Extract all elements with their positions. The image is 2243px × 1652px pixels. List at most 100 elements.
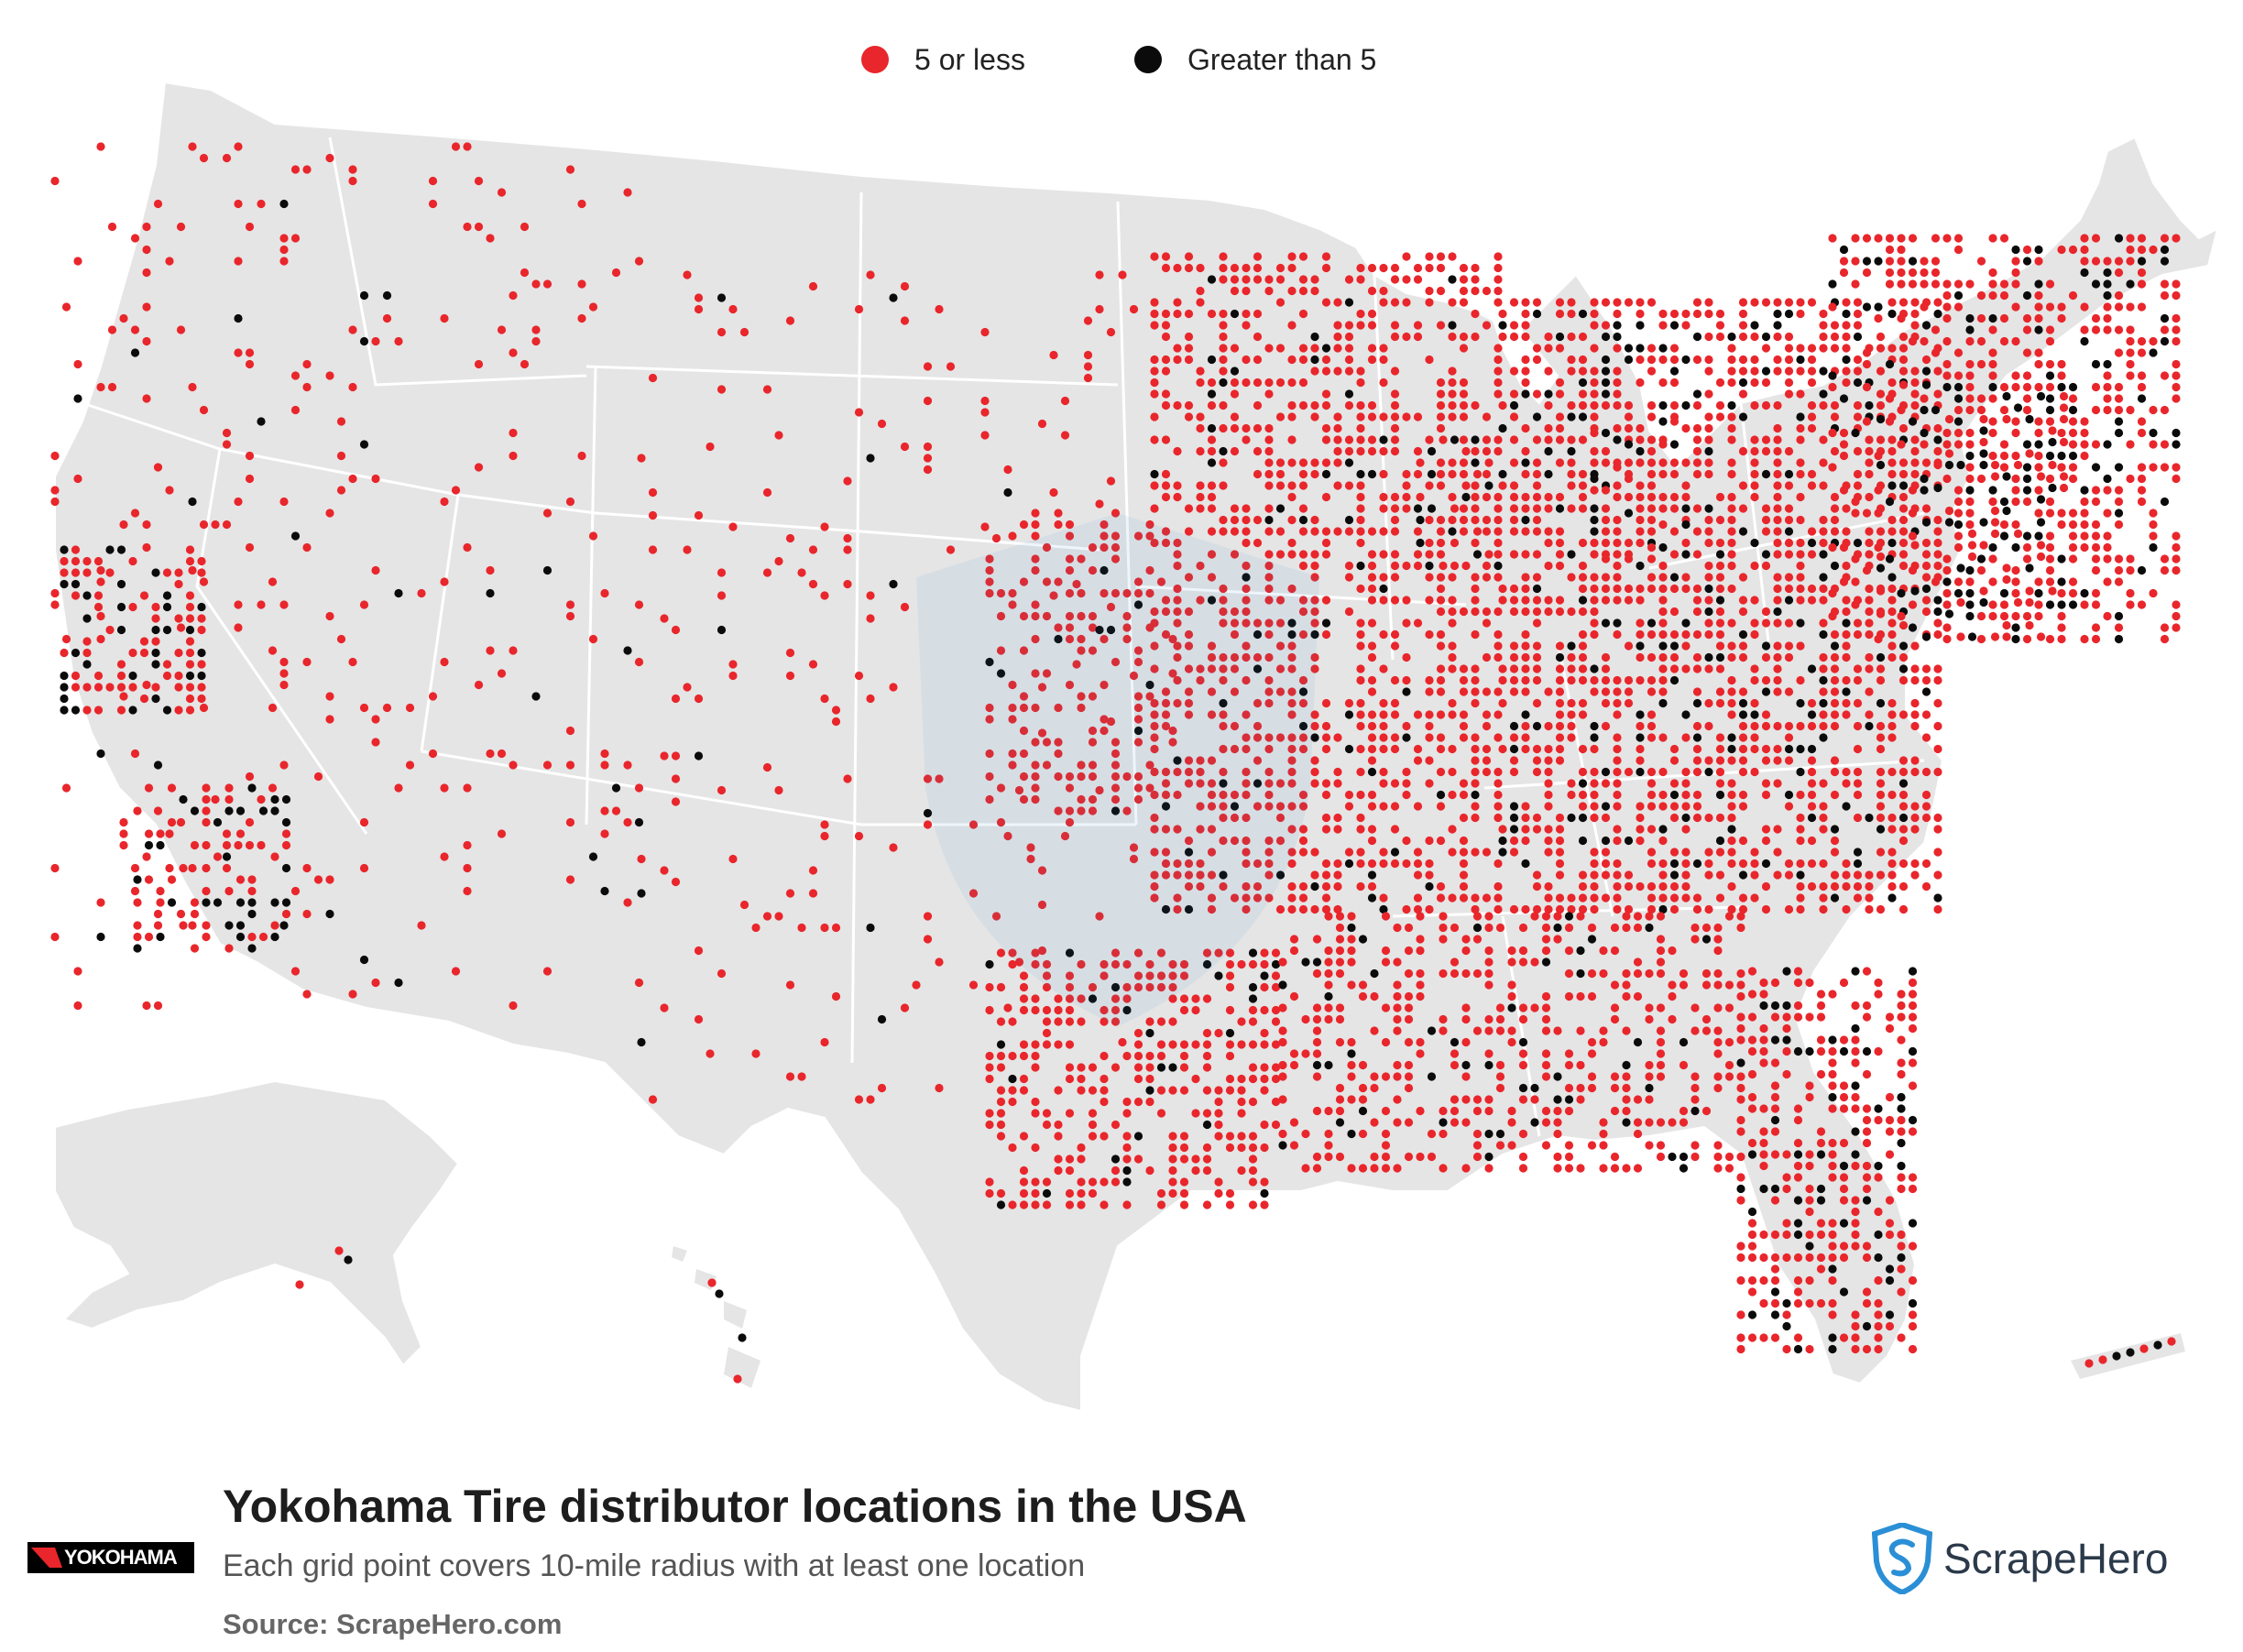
location-dot-low <box>1727 412 1736 421</box>
location-dot-low <box>1713 1083 1723 1093</box>
location-dot-low <box>1647 515 1657 525</box>
location-dot-low <box>1214 1188 1223 1198</box>
location-dot-low <box>1842 881 1851 892</box>
location-dot-low <box>2091 588 2101 598</box>
location-dot-low <box>1692 813 1702 823</box>
location-dot-low <box>1219 252 1228 261</box>
location-dot-low <box>1173 893 1182 903</box>
location-dot-low <box>1887 721 1897 731</box>
location-dot-high <box>2114 509 2124 518</box>
location-dot-low <box>1037 728 1047 738</box>
location-dot-low <box>2034 359 2043 369</box>
location-dot-low <box>1370 1083 1379 1093</box>
location-dot-low <box>1796 458 1805 467</box>
location-dot-low <box>1590 881 1599 892</box>
location-dot-low <box>1862 268 1872 278</box>
location-dot-low <box>1590 802 1599 811</box>
scrapehero-logo-text: ScrapeHero <box>1943 1535 2169 1582</box>
location-dot-high <box>1953 417 1964 426</box>
location-dot-low <box>996 1097 1006 1107</box>
location-dot-low <box>82 648 92 658</box>
location-dot-low <box>565 726 575 736</box>
location-dot-low <box>1145 1017 1154 1026</box>
location-dot-low <box>1381 912 1391 921</box>
location-dot-low <box>1370 1026 1379 1035</box>
location-dot-low <box>1876 586 1886 596</box>
location-dot-low <box>785 980 795 990</box>
location-dot-low <box>1225 1005 1235 1015</box>
location-dot-low <box>2137 348 2147 357</box>
location-dot-high <box>96 749 105 759</box>
location-dot-low <box>1019 1086 1029 1095</box>
location-dot-low <box>188 863 197 873</box>
location-dot-low <box>968 889 979 898</box>
location-dot-low <box>440 497 449 507</box>
location-dot-high <box>1613 435 1622 444</box>
location-dot-low <box>1738 767 1748 777</box>
location-dot-low <box>1624 767 1634 777</box>
location-dot-low <box>1862 1173 1872 1182</box>
location-dot-low <box>1885 1115 1895 1125</box>
location-dot-low <box>1471 744 1480 754</box>
location-dot-low <box>1404 946 1414 956</box>
location-dot-low <box>50 863 60 873</box>
location-dot-low <box>1436 584 1446 594</box>
location-dot-low <box>1647 344 1657 353</box>
location-dot-low <box>153 806 163 815</box>
location-dot-low <box>1532 641 1542 651</box>
location-dot-high <box>1647 618 1657 628</box>
location-dot-low <box>1077 588 1086 598</box>
location-dot-high <box>1324 1060 1333 1070</box>
location-dot-low <box>2011 497 2020 507</box>
location-dot-low <box>2068 440 2078 449</box>
location-dot-low <box>1436 733 1446 742</box>
location-dot-low <box>1278 957 1287 967</box>
location-dot-low <box>1830 848 1840 857</box>
location-dot-low <box>1184 309 1194 319</box>
location-dot-low <box>463 222 472 232</box>
location-dot-high <box>1965 565 1975 575</box>
location-dot-low <box>1669 469 1680 479</box>
location-dot-high <box>1956 563 1965 573</box>
location-dot-high <box>1692 332 1702 342</box>
location-dot-low <box>1019 971 1029 980</box>
location-dot-low <box>1054 749 1063 759</box>
location-dot-high <box>1578 377 1588 388</box>
location-dot-high <box>2034 245 2043 255</box>
location-dot-low <box>843 476 852 486</box>
location-dot-high <box>2025 563 2034 573</box>
location-dot-low <box>1196 675 1205 685</box>
location-dot-low <box>820 1037 829 1047</box>
location-dot-high <box>1498 836 1507 846</box>
location-dot-low <box>2114 554 2124 563</box>
location-dot-low <box>1759 1023 1768 1034</box>
location-dot-high <box>1003 487 1012 498</box>
location-dot-high <box>623 646 632 655</box>
location-dot-low <box>1494 607 1503 617</box>
location-dot-low <box>1773 400 1782 410</box>
location-dot-low <box>1347 1060 1356 1070</box>
location-dot-low <box>1807 355 1817 365</box>
location-dot-low <box>1910 446 1920 456</box>
location-dot-low <box>1920 302 1929 312</box>
location-dot-low <box>923 362 933 371</box>
location-dot-low <box>1622 1164 1631 1173</box>
location-dot-low <box>1851 234 1860 243</box>
location-dot-low <box>1747 1275 1757 1285</box>
location-dot-low <box>1622 1083 1631 1093</box>
location-dot-high <box>1842 618 1851 628</box>
location-dot-high <box>1885 1275 1895 1285</box>
location-dot-low <box>1819 596 1828 605</box>
location-dot-low <box>1898 423 1909 433</box>
location-dot-high <box>1887 893 1897 903</box>
location-dot-low <box>1436 675 1446 685</box>
location-dot-low <box>1298 733 1308 742</box>
location-dot-low <box>60 568 69 577</box>
location-dot-low <box>1793 1173 1803 1182</box>
location-dot-low <box>1367 641 1377 651</box>
location-dot-low <box>1356 584 1365 594</box>
location-dot-low <box>1736 923 1745 933</box>
location-dot-low <box>1576 991 1585 1001</box>
location-dot-low <box>1851 1104 1860 1113</box>
location-dot-low <box>1145 982 1154 992</box>
